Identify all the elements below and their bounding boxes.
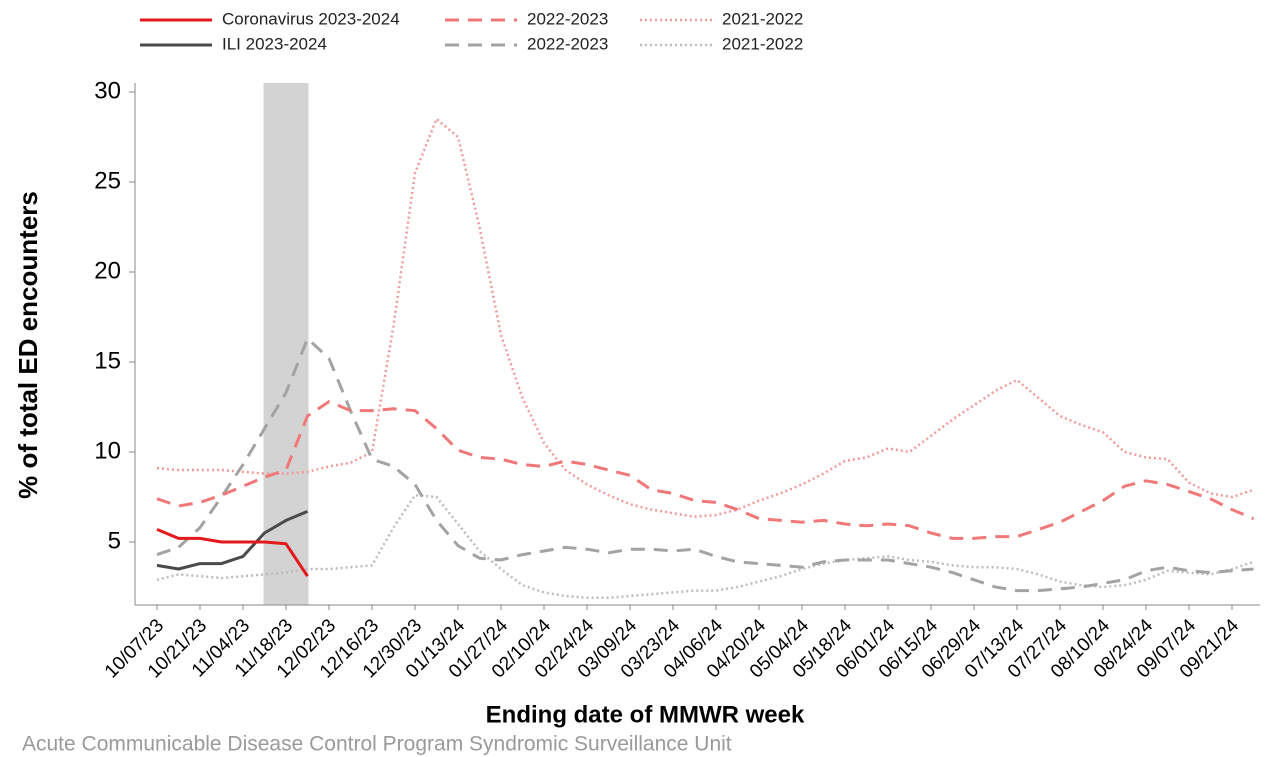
y-tick-label: 15 — [94, 347, 121, 374]
source-note: Acute Communicable Disease Control Progr… — [22, 733, 732, 756]
legend-label: 2021-2022 — [722, 34, 803, 53]
legend-label: ILI 2023-2024 — [222, 34, 327, 53]
series-line — [156, 117, 1254, 519]
x-axis-title: Ending date of MMWR week — [486, 701, 805, 728]
legend-label: 2022-2023 — [527, 34, 608, 53]
y-axis-title: % of total ED encounters — [13, 191, 43, 499]
y-tick-label: 20 — [94, 257, 121, 284]
series-line — [156, 528, 309, 578]
series-line — [156, 510, 309, 571]
legend-label: 2021-2022 — [722, 9, 803, 28]
y-tick-label: 25 — [94, 167, 121, 194]
y-tick-label: 5 — [108, 527, 121, 554]
series-line — [156, 493, 1254, 600]
legend-label: Coronavirus 2023-2024 — [222, 9, 400, 28]
y-tick-label: 10 — [94, 437, 121, 464]
y-tick-label: 30 — [94, 77, 121, 104]
series-line — [156, 400, 1255, 540]
series-line — [156, 337, 1254, 593]
legend-label: 2022-2023 — [527, 9, 608, 28]
highlight-band — [263, 83, 309, 605]
